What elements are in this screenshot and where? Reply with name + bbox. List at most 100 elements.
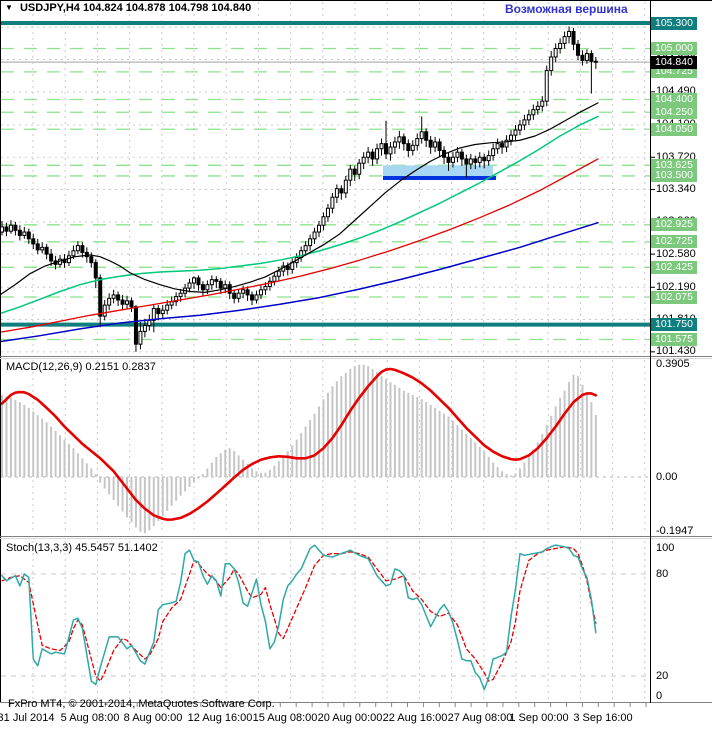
macd-histogram-bar — [94, 474, 97, 477]
candle-body — [428, 139, 433, 148]
candle-body — [540, 100, 545, 107]
macd-histogram-bar — [134, 477, 137, 528]
stoch-title: Stoch(13,3,3) — [6, 542, 73, 554]
macd-histogram-bar — [161, 477, 164, 516]
candle-body — [98, 277, 103, 317]
macd-histogram-bar — [460, 429, 463, 477]
macd-histogram-bar — [23, 405, 26, 477]
candle-body — [567, 30, 572, 38]
time-axis-label: 22 Aug 16:00 — [382, 712, 448, 724]
stoch-axis-label: 0 — [656, 689, 663, 702]
macd-histogram-bar — [264, 472, 267, 477]
candle-body — [312, 231, 317, 240]
time-axis-label: 20 Aug 00:00 — [317, 712, 383, 724]
macd-histogram-bar — [108, 477, 111, 495]
candle-body — [214, 279, 219, 282]
candle-body — [379, 143, 384, 150]
candle-body — [236, 292, 241, 299]
candle-body — [178, 292, 183, 298]
price-tick-label: 102.190 — [656, 280, 696, 293]
candle-body — [571, 30, 576, 45]
macd-histogram-bar — [179, 477, 182, 496]
macd-histogram-bar — [420, 399, 423, 477]
candle-body — [446, 156, 451, 163]
candle-body — [13, 224, 18, 231]
macd-histogram-bar — [309, 420, 312, 477]
macd-histogram-bar — [152, 477, 155, 526]
candle-body — [535, 105, 540, 111]
macd-histogram-bar — [184, 477, 187, 492]
macd-histogram-bar — [358, 364, 361, 477]
macd-histogram-bar — [384, 379, 387, 477]
macd-histogram-bar — [335, 381, 338, 477]
candle-body — [160, 309, 165, 315]
macd-histogram-bar — [175, 477, 178, 501]
time-axis-label: 3 Sep 16:00 — [573, 712, 633, 724]
price-tick-label: 102.580 — [656, 247, 696, 260]
price-tick-label: 103.340 — [656, 183, 696, 196]
macd-histogram-bar — [545, 425, 548, 477]
candle-body — [419, 131, 424, 140]
macd-histogram-bar — [251, 468, 254, 477]
candle-body — [241, 289, 246, 294]
macd-histogram-bar — [505, 474, 508, 477]
macd-histogram-bar — [45, 422, 48, 477]
macd-histogram-bar — [518, 468, 521, 477]
macd-histogram-bar — [532, 449, 535, 477]
stoch-indicator-label: Stoch(13,3,3) 45.5457 51.1402 — [6, 542, 158, 554]
macd-histogram-bar — [559, 397, 562, 477]
macd-histogram-bar — [121, 477, 124, 512]
macd-histogram-bar — [72, 448, 75, 477]
chart-annotation-text[interactable]: Возможная вершина — [505, 2, 628, 16]
candle-body — [424, 131, 429, 141]
candle-body — [129, 300, 134, 308]
candle-body — [276, 270, 281, 277]
macd-histogram-bar — [429, 405, 432, 477]
stoch-axis-label: 100 — [656, 541, 675, 554]
candle-body — [531, 109, 536, 116]
macd-histogram-bar — [550, 415, 553, 477]
macd-histogram-bar — [85, 463, 88, 477]
level-price-label: 103.625 — [651, 158, 697, 172]
candle-body — [575, 43, 580, 56]
candle-body — [17, 229, 22, 236]
macd-histogram-bar — [304, 426, 307, 477]
candle-body — [209, 279, 214, 286]
ma-red — [0, 158, 599, 333]
macd-histogram-bar — [326, 392, 329, 477]
macd-histogram-bar — [331, 386, 334, 477]
candle-body — [343, 179, 348, 194]
macd-zero-label: 0.00 — [656, 470, 678, 483]
level-price-label: 102.725 — [651, 235, 697, 249]
candle-body — [562, 36, 567, 44]
candle-body — [187, 282, 192, 289]
macd-histogram-bar — [197, 477, 200, 479]
candle-body — [450, 156, 455, 163]
ma-blue-slow — [0, 221, 599, 343]
highlight-rectangle[interactable] — [383, 165, 493, 176]
time-axis-label: 12 Aug 16:00 — [187, 712, 253, 724]
candle-body — [415, 138, 420, 146]
stoch-d-line — [1, 546, 597, 682]
macd-histogram-bar — [246, 464, 249, 477]
macd-histogram-bar — [367, 366, 370, 477]
candle-body — [93, 262, 98, 279]
candle-body — [433, 141, 438, 148]
candle-body — [383, 143, 388, 155]
level-price-label: 102.075 — [651, 290, 697, 304]
candle-body — [80, 245, 85, 253]
macd-histogram-bar — [451, 420, 454, 477]
candle-body — [147, 319, 152, 326]
candle-body — [107, 297, 112, 306]
candle-body — [526, 114, 531, 121]
candle-body — [522, 119, 527, 126]
chart-header: ▼ USDJPY,H4 104.824 104.878 104.798 104.… — [5, 2, 251, 14]
candle-body — [370, 151, 375, 160]
candle-body — [258, 289, 263, 296]
stoch-axis-label: 20 — [656, 669, 669, 682]
macd-histogram-bar — [438, 410, 441, 477]
symbol-dropdown-icon[interactable]: ▼ — [5, 3, 13, 12]
macd-histogram-bar — [594, 415, 597, 477]
candle-body — [44, 246, 49, 255]
